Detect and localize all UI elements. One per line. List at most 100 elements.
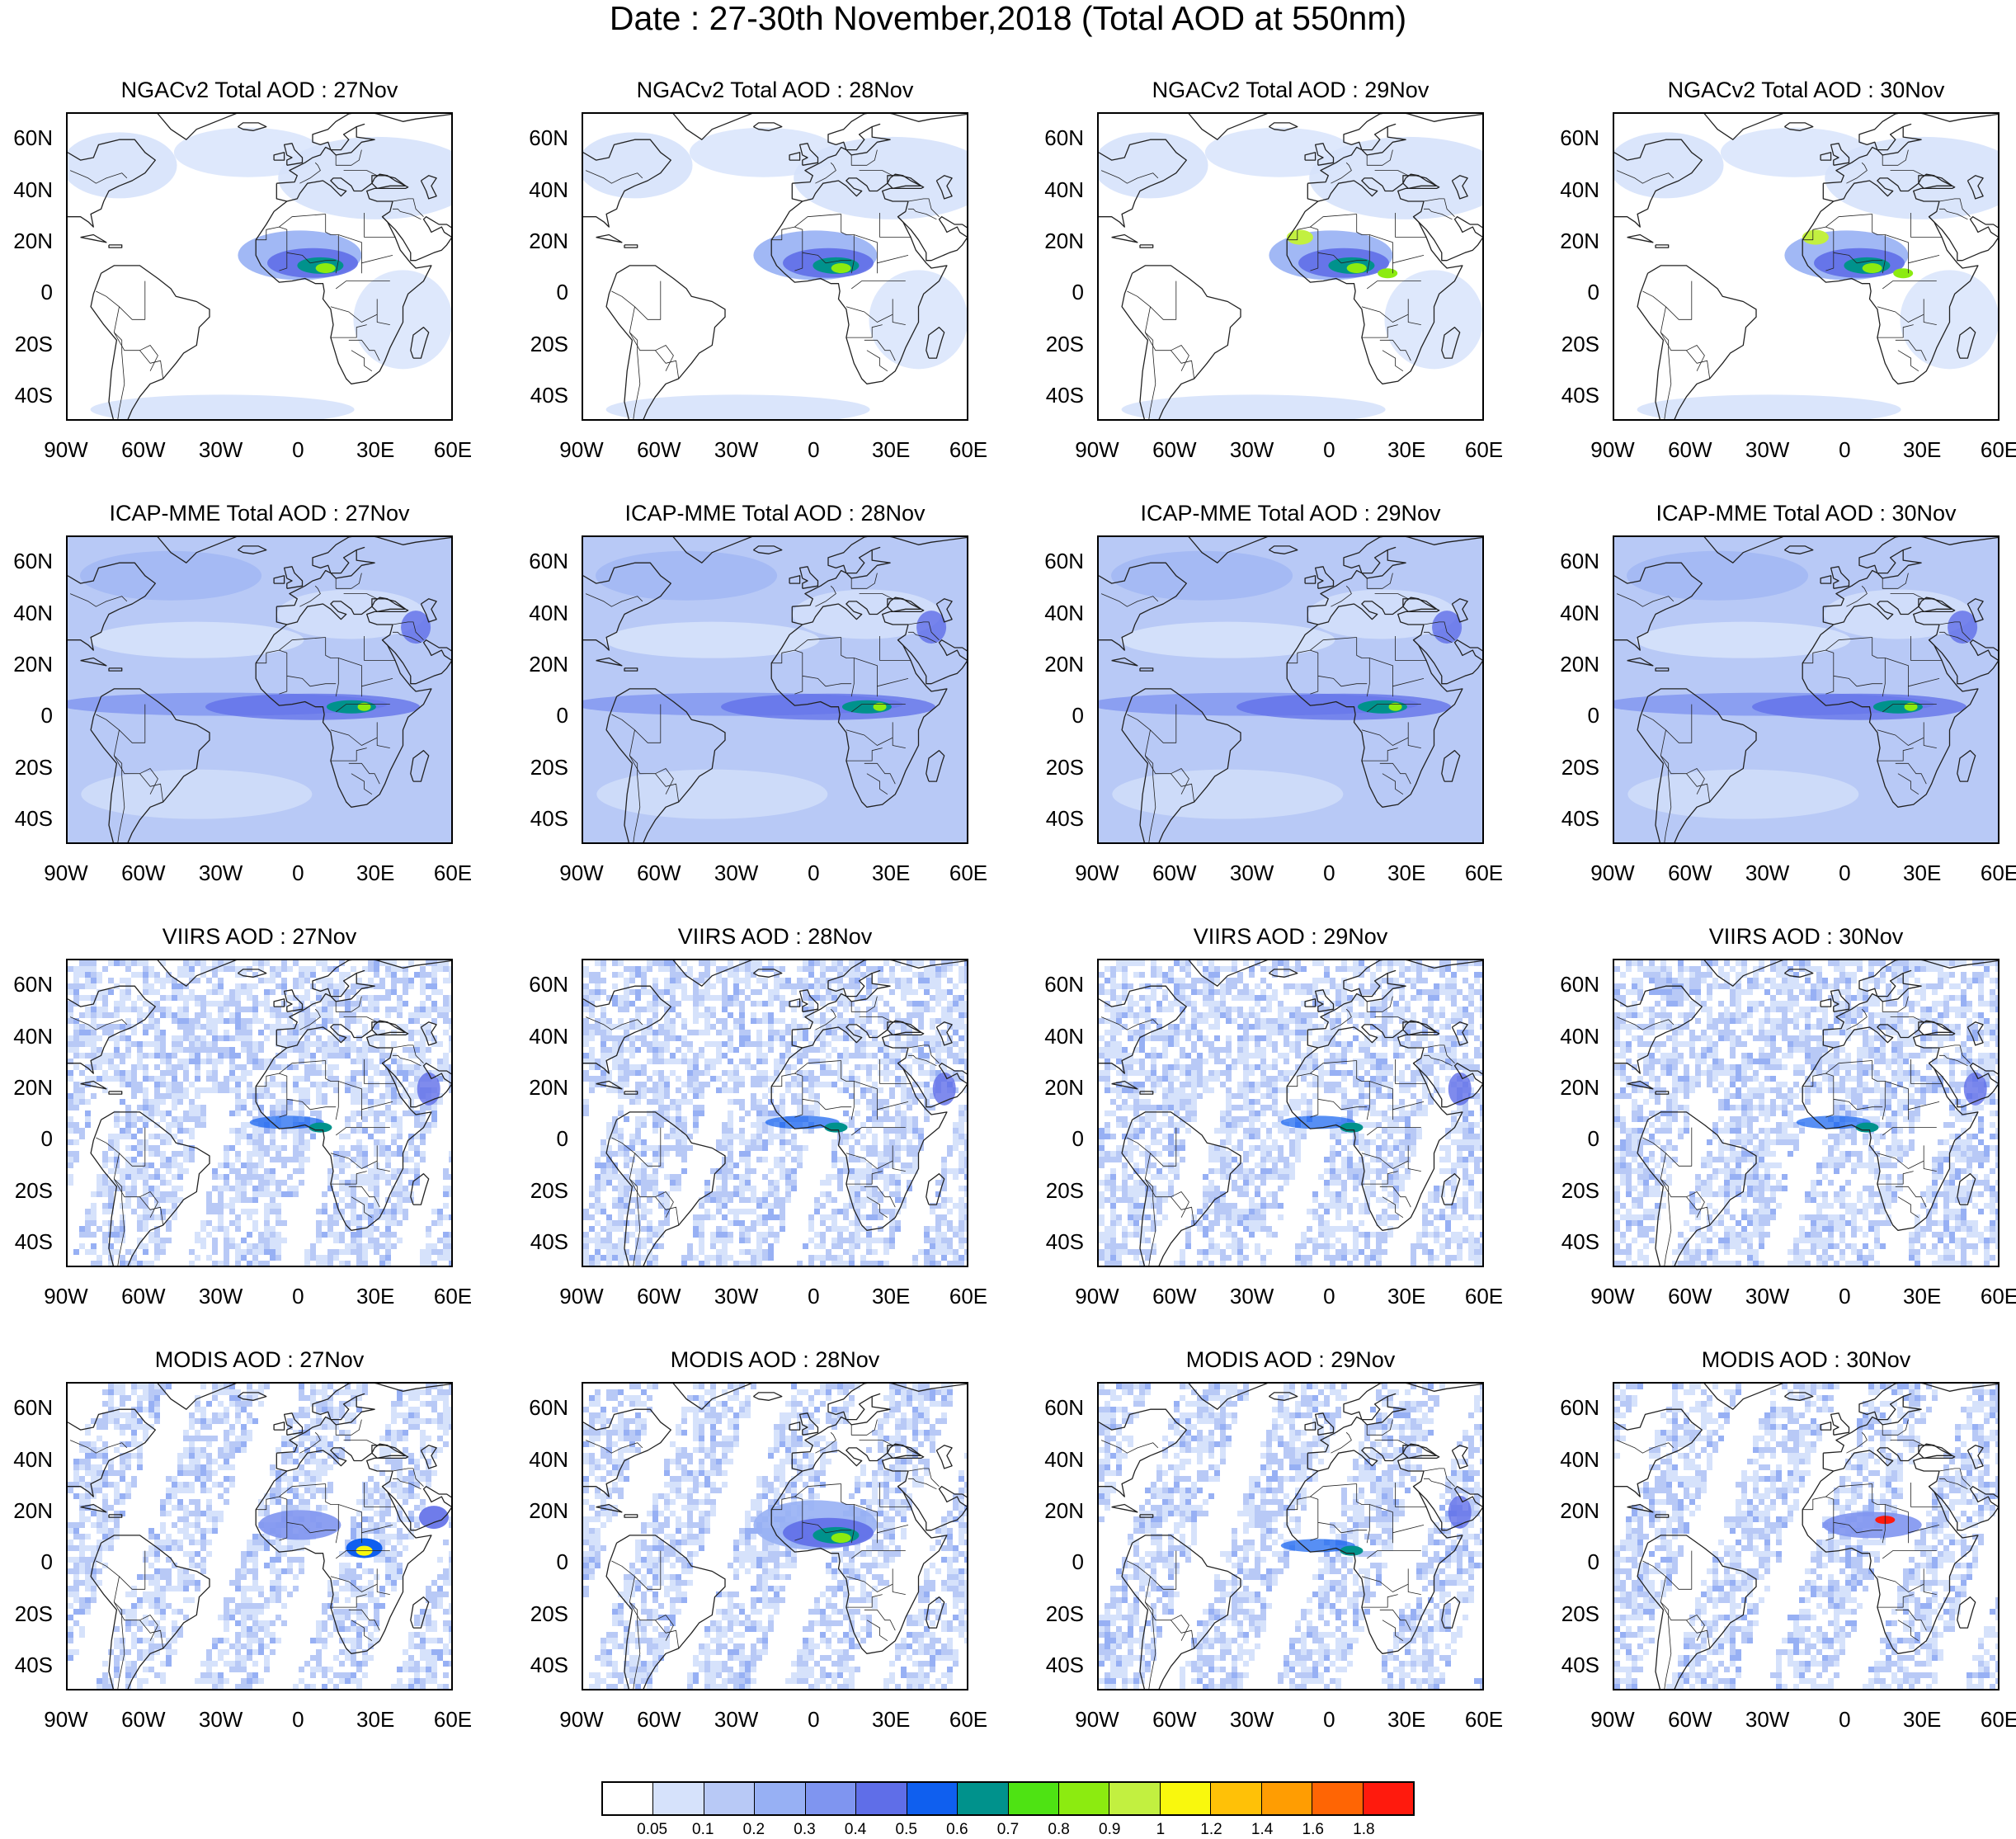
coastline-greenland — [1703, 960, 1784, 987]
coastline-southAmerica — [1121, 688, 1241, 842]
coastline-northEurope — [1823, 960, 1998, 1030]
lat-tick-label: 0 — [40, 703, 53, 729]
country-border — [330, 1576, 378, 1592]
coastline-blackSea — [371, 175, 407, 190]
coastline-hispaniola — [1139, 1091, 1154, 1095]
lat-tick-label: 60N — [13, 549, 53, 574]
lat-tick-label: 0 — [40, 280, 53, 305]
lat-tick-label: 20S — [1045, 1177, 1084, 1203]
country-border — [1310, 1099, 1319, 1118]
country-border — [325, 214, 362, 274]
aod-field — [68, 1384, 451, 1689]
country-border — [815, 1008, 836, 1030]
colorbar-label: 0.7 — [996, 1821, 1020, 1838]
country-border — [845, 1594, 883, 1608]
lon-tick-label: 60E — [1464, 1284, 1504, 1309]
panel-title: ICAP-MME Total AOD : 27Nov — [109, 501, 410, 526]
coastline-southAmerica — [1637, 688, 1757, 842]
coastline-britain — [283, 1412, 304, 1436]
aod-plume — [1948, 611, 1978, 644]
panel-title: MODIS AOD : 28Nov — [670, 1347, 880, 1372]
country-border — [1366, 658, 1370, 697]
country-border — [850, 658, 855, 697]
coastline-iceland — [238, 1392, 267, 1401]
coastline-caspian — [935, 598, 953, 623]
lon-tick-label: 30E — [1903, 861, 1942, 885]
country-border — [850, 1419, 878, 1436]
coastline-europeAfrica — [255, 1020, 432, 1231]
aod-plume — [873, 702, 887, 711]
aod-plume — [417, 1072, 440, 1106]
map-panel: VIIRS AOD : 28Nov 60N 40N 20N 0 20S 40S 90W 60W 3… — [529, 924, 987, 1307]
coastline-ireland — [1304, 998, 1317, 1007]
coastline-cuba — [80, 1503, 107, 1513]
coastline-cuba — [596, 233, 623, 243]
country-border — [815, 585, 836, 607]
country-border — [1310, 252, 1319, 271]
coastline-northEurope — [792, 1384, 967, 1454]
lat-tick-label: 20S — [14, 754, 53, 780]
coastline-greenland — [672, 114, 753, 140]
lon-tick-label: 30E — [1903, 1284, 1942, 1309]
country-border — [1287, 649, 1342, 687]
coastline-britain — [1314, 566, 1335, 589]
country-border — [850, 234, 855, 274]
aod-map — [582, 1382, 968, 1690]
lon-tick-label: 60W — [121, 861, 166, 885]
country-border — [1877, 324, 1914, 338]
coastline-blackSea — [1402, 1445, 1438, 1459]
aod-plume — [353, 270, 451, 370]
country-border — [1877, 1153, 1924, 1169]
country-border — [376, 299, 390, 325]
coastline-hispaniola — [108, 244, 123, 248]
lat-tick-label: 0 — [556, 280, 568, 305]
lat-tick-label: 20N — [529, 1074, 568, 1100]
country-border — [1100, 1440, 1159, 1454]
country-border — [1366, 1127, 1421, 1136]
coastline-blackSea — [887, 175, 922, 190]
country-border — [1145, 1178, 1156, 1266]
country-border — [1877, 747, 1914, 762]
country-border — [114, 1178, 125, 1266]
country-border — [1100, 170, 1159, 184]
country-border — [392, 198, 424, 217]
aod-plume — [1432, 611, 1463, 644]
coastline-arabia — [382, 1063, 451, 1108]
country-border — [1616, 593, 1675, 607]
country-border — [139, 768, 158, 795]
country-border — [585, 1016, 643, 1030]
country-border — [1908, 1101, 1940, 1110]
aod-plume — [1637, 394, 1901, 419]
country-border — [1642, 1560, 1666, 1577]
map-panel: VIIRS AOD : 27Nov 60N 40N 20N 0 20S 40S 90W 60W 3… — [13, 924, 472, 1307]
coastline-cuba — [1627, 1080, 1654, 1090]
lat-tick-label: 20S — [1045, 1601, 1084, 1626]
lon-tick-label: 30W — [198, 861, 243, 885]
country-border — [1356, 214, 1393, 274]
lat-tick-label: 60N — [1044, 125, 1084, 151]
coastline-madagascar — [926, 1596, 945, 1629]
lat-tick-label: 20S — [14, 331, 53, 356]
lat-tick-label: 0 — [40, 1549, 53, 1575]
country-border — [335, 281, 390, 290]
aod-plume — [605, 621, 820, 658]
lon-tick-label: 30W — [714, 1707, 759, 1732]
coastline-northAmerica — [1099, 139, 1187, 228]
coastline-cuba — [80, 657, 107, 667]
country-border — [1882, 573, 1909, 589]
lat-tick-label: 0 — [556, 1549, 568, 1575]
lat-tick-label: 40N — [13, 600, 53, 625]
coastline-madagascar — [410, 750, 430, 782]
coastline-blackSea — [1402, 175, 1438, 190]
lon-tick-label: 30W — [714, 861, 759, 885]
map-panel: MODIS AOD : 27Nov 60N 40N 20N 0 20S 40S 90W 60W 3… — [13, 1347, 472, 1730]
lat-tick-label: 0 — [556, 1126, 568, 1152]
country-border — [892, 1568, 906, 1595]
country-border — [325, 1060, 362, 1120]
country-border — [1908, 255, 1940, 264]
aod-field — [1099, 537, 1482, 842]
lat-tick-label: 20S — [1561, 331, 1599, 356]
panel-title: NGACv2 Total AOD : 29Nov — [1152, 78, 1430, 102]
country-border — [585, 1440, 643, 1454]
country-border — [1939, 208, 1968, 220]
